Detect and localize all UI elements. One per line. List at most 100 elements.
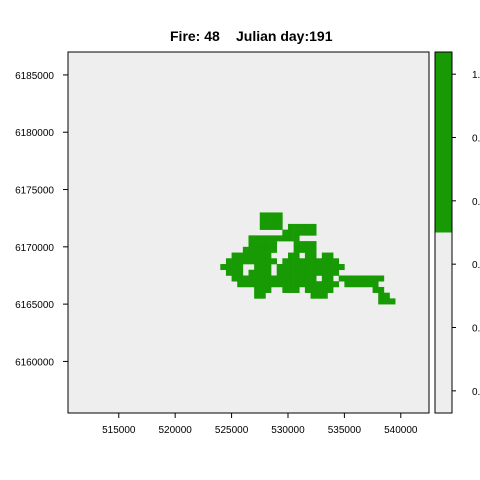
burned-cell — [271, 258, 277, 265]
burned-cell — [378, 292, 385, 299]
burned-cell — [225, 269, 232, 276]
burned-cell — [237, 281, 244, 288]
colorbar-tick-label: 0.4 — [472, 260, 480, 271]
burned-cell — [310, 264, 317, 271]
burned-cell — [321, 275, 328, 282]
burned-cell — [378, 298, 385, 305]
burned-cell — [276, 275, 283, 282]
burned-cell — [259, 218, 266, 225]
burned-cell — [271, 212, 277, 219]
burned-cell — [237, 264, 244, 271]
burned-cell — [282, 281, 289, 288]
burned-cell — [361, 275, 368, 282]
burned-cell — [225, 258, 232, 265]
burned-cell — [355, 281, 362, 288]
burned-cell — [321, 264, 328, 271]
burned-cell — [383, 292, 390, 299]
burned-cell — [242, 258, 249, 265]
burned-cell — [282, 286, 289, 293]
burned-cell — [265, 252, 272, 259]
x-tick-label: 525000 — [215, 425, 249, 436]
burned-cell — [259, 212, 266, 219]
burned-cell — [265, 258, 272, 265]
burned-cell — [344, 281, 351, 288]
burned-cell — [310, 223, 317, 230]
burned-cell — [304, 246, 311, 253]
burned-cell — [304, 258, 311, 265]
burned-cell — [350, 281, 356, 288]
burned-cell — [293, 246, 300, 253]
burned-cell — [265, 286, 272, 293]
burned-cell — [350, 275, 356, 282]
burned-cell — [248, 275, 255, 282]
burned-cell — [333, 264, 340, 271]
burned-cell — [287, 252, 294, 259]
burned-cell — [248, 281, 255, 288]
burned-cell — [389, 298, 396, 305]
burned-cell — [304, 229, 311, 236]
title-fire: Fire: 48 — [170, 28, 220, 44]
burned-cell — [254, 252, 261, 259]
burned-cell — [242, 275, 249, 282]
burned-cell — [254, 235, 261, 242]
plot-panel — [67, 51, 430, 414]
burned-cell — [287, 264, 294, 271]
burned-cell — [366, 281, 373, 288]
burned-cell — [287, 258, 294, 265]
burned-cell — [254, 264, 261, 271]
burned-cell — [259, 223, 266, 230]
x-tick-label: 530000 — [271, 425, 305, 436]
burned-cell — [304, 286, 311, 293]
burned-cell — [310, 241, 317, 248]
burned-cell — [287, 281, 294, 288]
burned-cell — [333, 269, 340, 276]
y-tick-label: 6170000 — [15, 243, 54, 254]
burned-cell — [254, 292, 261, 299]
x-axis: 515000 520000 525000 530000 535000 540000 — [102, 412, 418, 436]
burned-cell — [231, 258, 238, 265]
burned-cell — [293, 241, 300, 248]
burned-cell — [220, 264, 227, 271]
burned-cell — [338, 264, 345, 271]
burned-cell — [271, 218, 277, 225]
burned-cell — [304, 275, 311, 282]
burned-cell — [293, 269, 300, 276]
burned-cell — [293, 281, 300, 288]
burned-cell — [361, 281, 368, 288]
burned-cell — [378, 286, 385, 293]
burned-cell — [299, 241, 306, 248]
plot-background — [68, 52, 429, 413]
burned-cell — [259, 292, 266, 299]
burned-cell — [372, 281, 379, 288]
burned-cell — [372, 275, 379, 282]
burned-cell — [299, 223, 306, 230]
burned-cell — [333, 258, 340, 265]
burned-cell — [276, 269, 283, 276]
burned-cell — [259, 264, 266, 271]
burned-cell — [293, 235, 300, 242]
burned-cell — [282, 258, 289, 265]
burned-cell — [310, 275, 317, 282]
burned-cell — [304, 281, 311, 288]
burned-cell — [310, 269, 317, 276]
burned-cell — [321, 286, 328, 293]
burned-cell — [254, 281, 261, 288]
burned-cell — [327, 252, 334, 259]
colorbar-tick-label: 0.0 — [472, 387, 480, 398]
burned-cell — [327, 264, 334, 271]
colorbar-tick-label: 1.0 — [472, 70, 480, 81]
burned-cell — [254, 258, 261, 265]
burned-cell — [248, 241, 255, 248]
burned-cell — [316, 258, 323, 265]
burned-cell — [338, 275, 345, 282]
burned-cell — [231, 269, 238, 276]
burned-cell — [293, 275, 300, 282]
colorbar-tick-label: 0.6 — [472, 197, 480, 208]
x-tick-label: 515000 — [102, 425, 136, 436]
burned-cell — [299, 269, 306, 276]
burned-cell — [276, 264, 283, 271]
burned-cell — [248, 252, 255, 259]
burned-cell — [254, 286, 261, 293]
burned-cell — [355, 275, 362, 282]
